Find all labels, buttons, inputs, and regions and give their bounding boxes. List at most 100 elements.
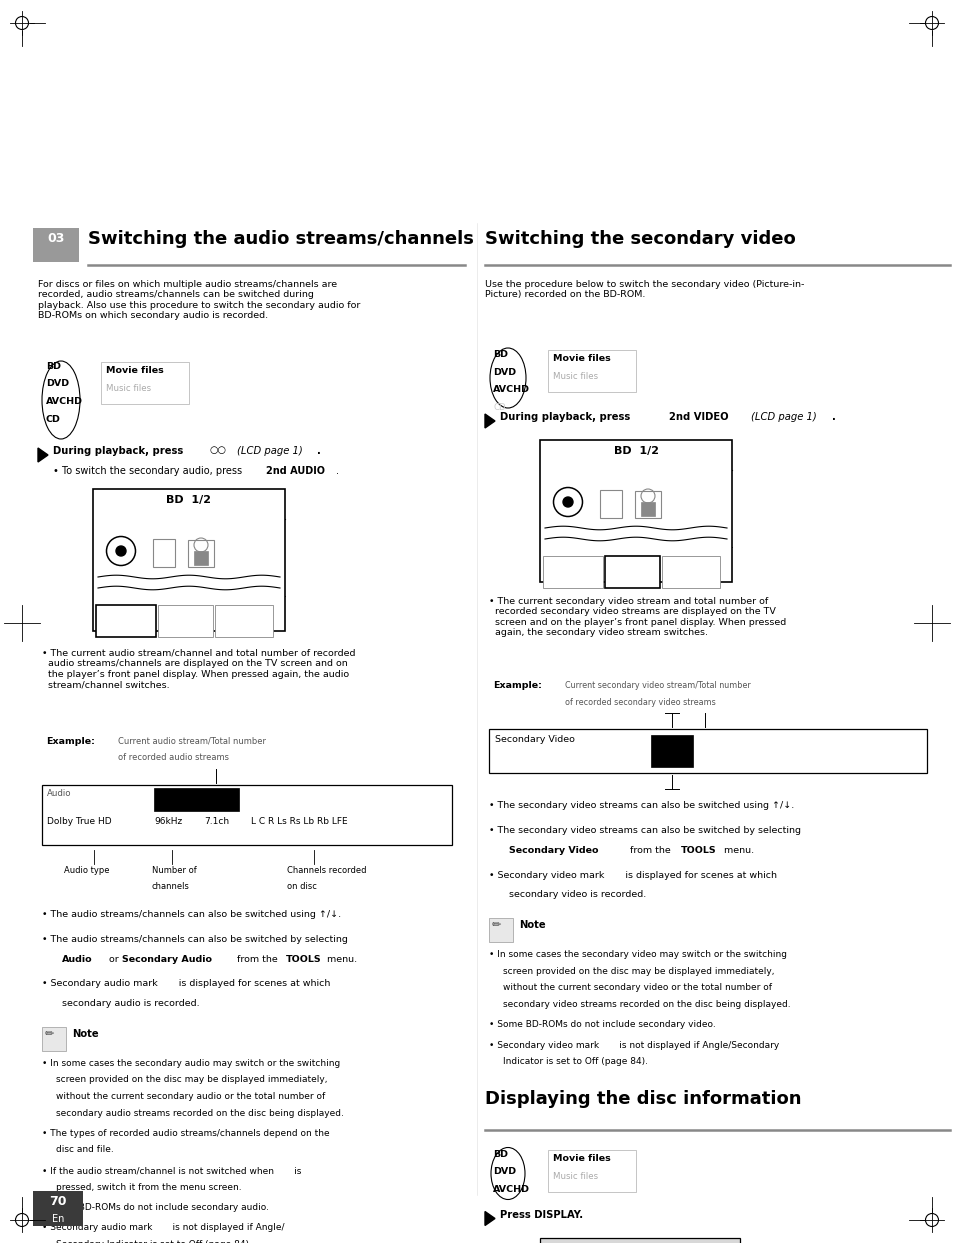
Text: BD: BD <box>46 362 61 370</box>
Text: DVD: DVD <box>46 379 69 389</box>
Text: Secondary Audio: Secondary Audio <box>122 955 212 963</box>
Text: from the: from the <box>233 955 280 963</box>
Text: DVD: DVD <box>493 1167 516 1176</box>
Text: Music files: Music files <box>553 372 598 382</box>
Text: from the: from the <box>626 845 673 854</box>
Bar <box>152 539 174 567</box>
Polygon shape <box>38 447 48 462</box>
Text: or: or <box>106 955 122 963</box>
Text: OPEN/: OPEN/ <box>220 609 246 618</box>
Text: Example:: Example: <box>493 681 541 690</box>
Text: • Secondary audio mark       is displayed for scenes at which: • Secondary audio mark is displayed for … <box>42 979 330 988</box>
Text: 03: 03 <box>48 232 65 245</box>
Text: • In some cases the secondary audio may switch or the switching: • In some cases the secondary audio may … <box>42 1059 340 1068</box>
Text: AVCHD: AVCHD <box>46 397 83 406</box>
Text: • The audio streams/channels can also be switched using ↑/↓.: • The audio streams/channels can also be… <box>42 910 341 919</box>
Text: • The current secondary video stream and total number of
  recorded secondary vi: • The current secondary video stream and… <box>489 597 785 638</box>
Bar <box>640 502 655 516</box>
Text: Movie files: Movie files <box>553 354 610 363</box>
Bar <box>489 919 513 942</box>
Text: Press DISPLAY.: Press DISPLAY. <box>499 1209 582 1219</box>
Text: • To switch the secondary audio, press: • To switch the secondary audio, press <box>53 466 245 476</box>
Text: En: En <box>51 1214 64 1224</box>
Bar <box>539 1238 740 1243</box>
Text: Indicator is set to Off (page 84).: Indicator is set to Off (page 84). <box>502 1057 647 1066</box>
Bar <box>489 728 926 773</box>
Text: (LCD page 1): (LCD page 1) <box>236 446 302 456</box>
Ellipse shape <box>42 360 80 439</box>
Bar <box>153 788 239 810</box>
Text: secondary audio is recorded.: secondary audio is recorded. <box>62 999 199 1008</box>
Text: • If the audio stream/channel is not switched when       is: • If the audio stream/channel is not swi… <box>42 1166 301 1175</box>
Text: Secondary Indicator is set to Off (page 84).: Secondary Indicator is set to Off (page … <box>56 1241 252 1243</box>
Text: BD  1/2: BD 1/2 <box>167 495 212 505</box>
Text: • The current audio stream/channel and total number of recorded
  audio streams/: • The current audio stream/channel and t… <box>42 649 355 689</box>
Text: of recorded audio streams: of recorded audio streams <box>118 753 229 762</box>
Bar <box>193 551 208 566</box>
Bar <box>42 1027 66 1052</box>
Text: Note: Note <box>518 920 545 930</box>
Bar <box>650 735 692 767</box>
Text: CD: CD <box>46 414 61 424</box>
Text: For discs or files on which multiple audio streams/channels are
recorded, audio : For discs or files on which multiple aud… <box>38 280 360 321</box>
Text: • In some cases the secondary video may switch or the switching: • In some cases the secondary video may … <box>489 950 786 960</box>
Text: without the current secondary audio or the total number of: without the current secondary audio or t… <box>56 1093 325 1101</box>
Text: ✏: ✏ <box>45 1029 54 1039</box>
Text: • The types of recorded audio streams/channels depend on the: • The types of recorded audio streams/ch… <box>42 1129 330 1139</box>
Text: secondary video is recorded.: secondary video is recorded. <box>509 890 645 899</box>
Text: (LCD page 1): (LCD page 1) <box>750 411 816 423</box>
Text: BD: BD <box>493 1150 507 1158</box>
Bar <box>604 556 659 588</box>
Text: Channels recorded: Channels recorded <box>287 866 366 875</box>
Text: 1/4: 1/4 <box>657 740 673 750</box>
Text: pressed, switch it from the menu screen.: pressed, switch it from the menu screen. <box>56 1182 241 1192</box>
Text: During playback, press: During playback, press <box>499 411 630 423</box>
Text: 7.1ch: 7.1ch <box>204 817 229 827</box>
Text: 96kHz: 96kHz <box>153 817 182 827</box>
Text: .: . <box>831 411 835 423</box>
Text: • Some BD-ROMs do not include secondary video.: • Some BD-ROMs do not include secondary … <box>489 1021 715 1029</box>
Text: AVCHD: AVCHD <box>493 385 530 394</box>
Text: Secondary Video: Secondary Video <box>509 845 598 854</box>
Circle shape <box>562 497 573 507</box>
Text: 2nd: 2nd <box>101 609 119 618</box>
Text: Current audio stream/Total number: Current audio stream/Total number <box>118 737 266 746</box>
Text: Use the procedure below to switch the secondary video (Picture-in-
Picture) reco: Use the procedure below to switch the se… <box>484 280 803 300</box>
Text: TOOLS: TOOLS <box>680 845 716 854</box>
Text: Music files: Music files <box>106 384 151 393</box>
Text: 2nd VIDEO: 2nd VIDEO <box>668 411 728 423</box>
Bar <box>214 605 273 636</box>
Text: AVCHD: AVCHD <box>493 1185 530 1193</box>
Bar <box>547 351 636 392</box>
Bar <box>96 605 156 636</box>
Bar <box>33 1191 83 1226</box>
Text: of recorded secondary video streams: of recorded secondary video streams <box>564 697 715 706</box>
Circle shape <box>116 546 126 556</box>
Bar <box>599 490 621 518</box>
Text: menu.: menu. <box>720 845 753 854</box>
Text: Movie files: Movie files <box>553 1154 610 1162</box>
Text: CLOSE: CLOSE <box>666 573 694 582</box>
Ellipse shape <box>490 348 525 408</box>
Text: channels: channels <box>152 883 190 891</box>
Text: Switching the audio streams/channels: Switching the audio streams/channels <box>88 230 474 249</box>
Text: Audio type: Audio type <box>64 866 110 875</box>
Text: DVD: DVD <box>493 368 516 377</box>
Bar <box>42 786 452 845</box>
Text: screen provided on the disc may be displayed immediately,: screen provided on the disc may be displ… <box>56 1075 327 1084</box>
Text: English: English <box>175 791 212 800</box>
Text: ○○: ○○ <box>209 445 226 455</box>
Text: 70: 70 <box>50 1195 67 1208</box>
Text: Example:: Example: <box>46 737 94 746</box>
Text: on disc: on disc <box>287 883 316 891</box>
Text: Number of: Number of <box>152 866 196 875</box>
Text: AUDIO: AUDIO <box>547 573 575 582</box>
Text: L C R Ls Rs Lb Rb LFE: L C R Ls Rs Lb Rb LFE <box>251 817 347 827</box>
Text: 2/2: 2/2 <box>158 791 174 800</box>
Text: Music files: Music files <box>553 1171 598 1181</box>
Text: CD: CD <box>493 403 505 411</box>
Text: screen provided on the disc may be displayed immediately,: screen provided on the disc may be displ… <box>502 967 774 976</box>
Bar <box>33 227 79 262</box>
Text: Dolby True HD: Dolby True HD <box>47 817 112 827</box>
Text: • The secondary video streams can also be switched by selecting: • The secondary video streams can also b… <box>489 827 801 835</box>
